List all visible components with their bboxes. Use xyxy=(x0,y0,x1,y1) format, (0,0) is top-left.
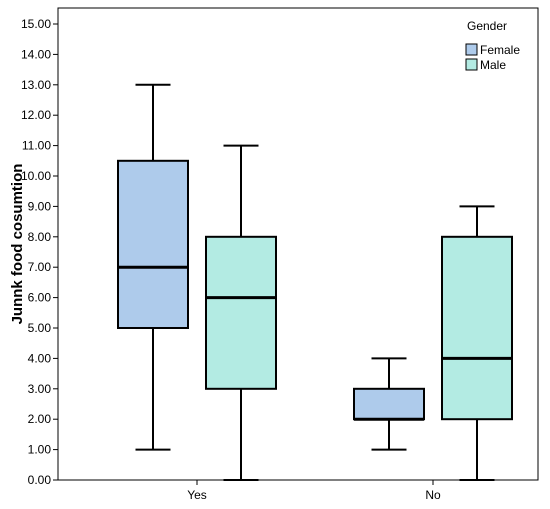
y-tick-label: 3.00 xyxy=(28,382,52,396)
y-axis: 0.00 1.00 2.00 3.00 4.00 5.00 6.00 7.00 8.00 9.00… xyxy=(21,17,58,487)
y-tick-label: 7.00 xyxy=(28,260,52,274)
box-female-yes xyxy=(117,83,189,451)
y-tick-label: 4.00 xyxy=(28,351,52,365)
y-tick-label: 14.00 xyxy=(21,47,51,61)
y-tick-label: 12.00 xyxy=(21,108,51,122)
y-tick-label: 13.00 xyxy=(21,78,51,92)
box-male-yes xyxy=(205,144,277,481)
x-tick-label: No xyxy=(425,488,441,502)
y-tick-label: 6.00 xyxy=(28,291,52,305)
boxes xyxy=(117,83,513,481)
box-male-no xyxy=(441,205,513,481)
y-tick-label: 11.00 xyxy=(22,139,51,153)
iqr-box xyxy=(205,235,277,390)
y-tick-label: 5.00 xyxy=(28,321,52,335)
legend-label-male: Male xyxy=(480,58,506,72)
y-tick-label: 2.00 xyxy=(28,412,52,426)
iqr-box xyxy=(117,159,189,329)
y-axis-label: Junnk food cosumtion xyxy=(9,164,26,325)
plot-frame xyxy=(57,7,539,481)
y-tick-label: 0.00 xyxy=(28,473,52,487)
x-axis: Yes No xyxy=(187,480,441,502)
legend-title: Gender xyxy=(467,19,507,33)
legend-swatch-male xyxy=(465,58,478,71)
y-tick-label: 8.00 xyxy=(28,230,52,244)
y-tick-label: 1.00 xyxy=(28,443,52,457)
x-tick-label: Yes xyxy=(187,488,207,502)
y-tick-label: 9.00 xyxy=(28,199,52,213)
iqr-box xyxy=(441,235,513,421)
y-tick-label: 10.00 xyxy=(21,169,51,183)
y-tick-label: 15.00 xyxy=(21,17,51,31)
iqr-box xyxy=(353,387,425,421)
legend-label-female: Female xyxy=(480,43,520,57)
legend-swatch-female xyxy=(465,43,478,56)
box-female-no xyxy=(353,357,425,451)
